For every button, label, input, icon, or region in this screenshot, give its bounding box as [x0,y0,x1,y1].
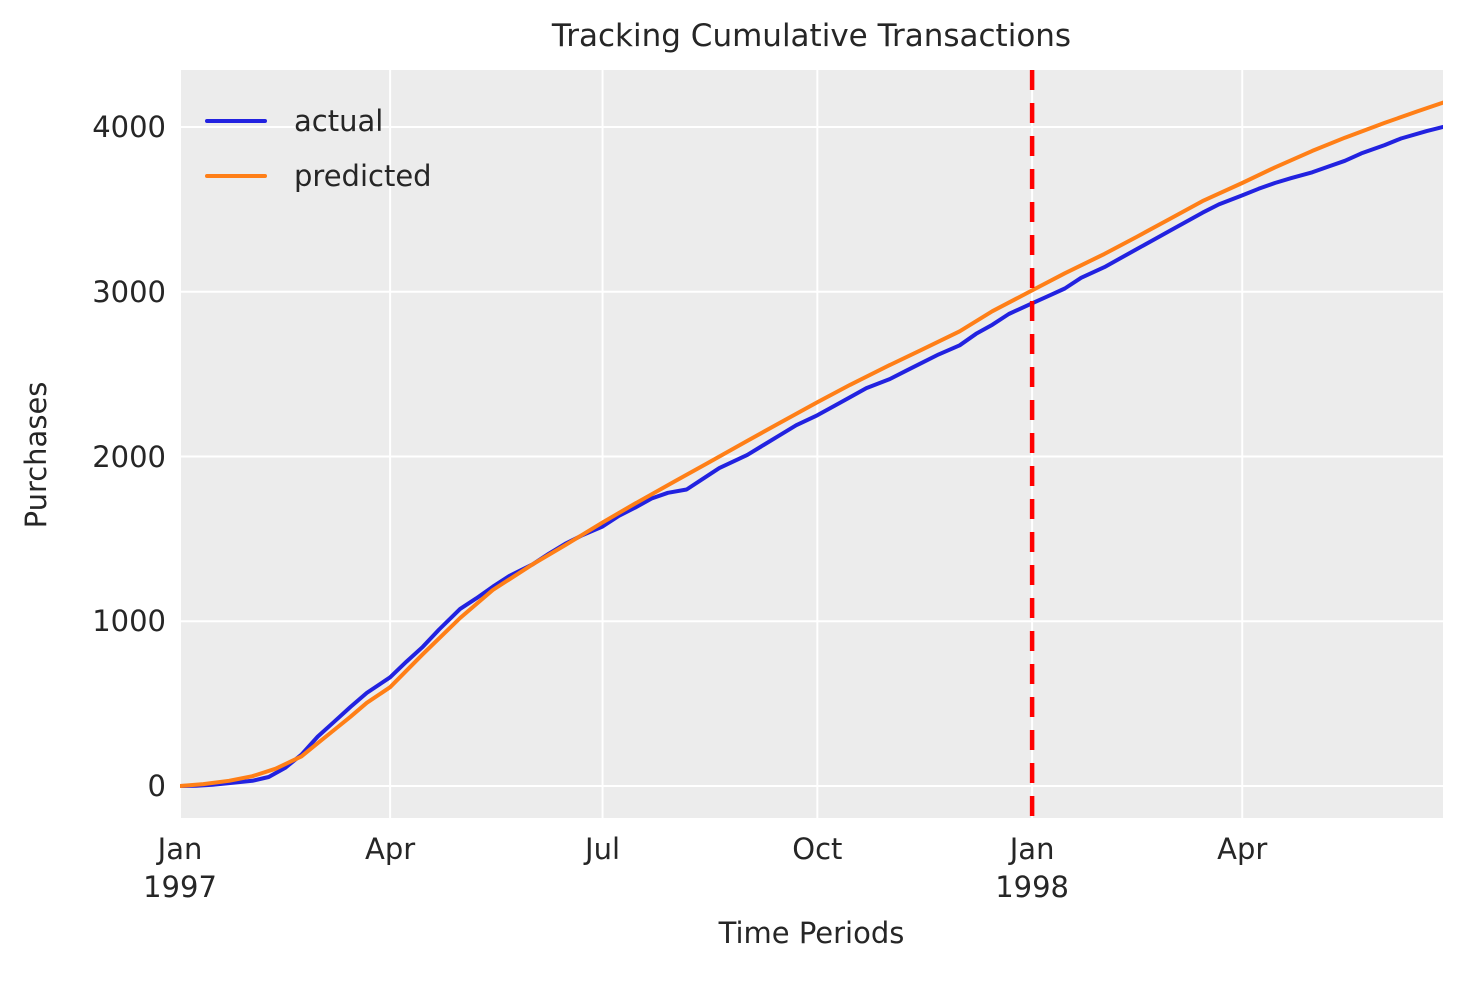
chart-title: Tracking Cumulative Transactions [551,18,1072,54]
legend: actual predicted [205,100,432,197]
x-tick-label: Jan 1998 [995,832,1070,904]
legend-item-predicted: predicted [205,155,432,197]
y-tick-label: 3000 [92,274,166,309]
plot-area [180,70,1443,818]
actual-line [180,125,1443,788]
x-tick-label: Apr [1217,832,1268,866]
y-tick-label: 2000 [92,439,166,474]
x-tick-label: Oct [792,832,843,866]
legend-line-swatch [205,173,267,179]
y-axis-label: Purchases [19,381,53,529]
predicted-line [180,100,1443,788]
y-tick-label: 0 [147,769,166,804]
legend-line-swatch [205,118,267,124]
legend-item-actual: actual [205,100,432,142]
x-axis-label: Time Periods [718,916,905,950]
x-tick-label: Jan 1997 [143,832,217,904]
x-tick-label: Jul [585,832,621,866]
y-tick-label: 1000 [92,604,166,639]
y-tick-label: 4000 [92,110,166,144]
legend-label: predicted [294,159,432,193]
legend-label: actual [294,104,384,138]
x-tick-label: Apr [365,832,416,866]
plot-svg [180,70,1443,818]
